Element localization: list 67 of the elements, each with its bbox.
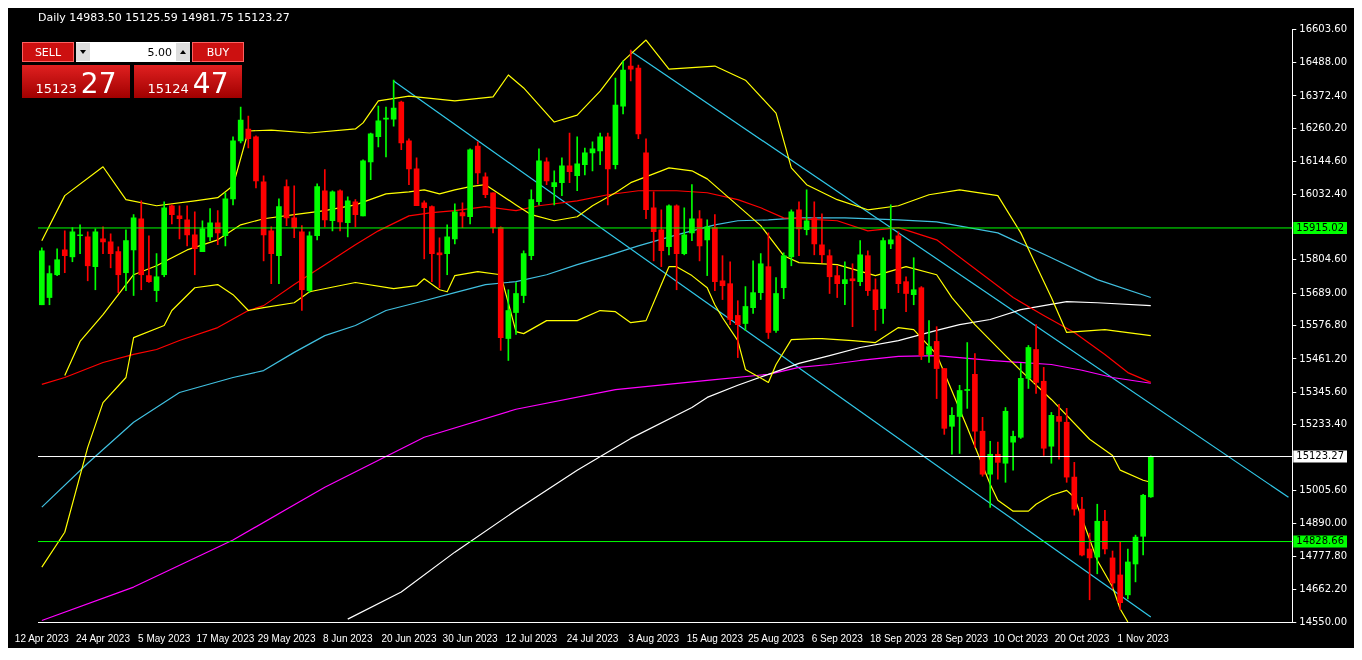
candlestick	[61, 230, 68, 274]
y-tick-label: 15689.00	[1299, 286, 1347, 298]
number-field: 5.00	[76, 42, 190, 62]
candlestick	[291, 185, 298, 239]
chart-title: Daily 14983.50 15125.59 14981.75 15123.27	[38, 11, 290, 25]
candlestick	[842, 261, 848, 306]
candlestick	[146, 235, 152, 283]
x-tick-label: 1 Nov 2023	[1117, 632, 1170, 644]
x-tick-label: 10 Oct 2023	[993, 632, 1049, 644]
x-tick-label: 30 Jun 2023	[442, 632, 499, 644]
candlestick	[191, 211, 198, 276]
y-tick-label: 16603.60	[1299, 22, 1347, 34]
y-tick-label: 16372.40	[1299, 89, 1347, 101]
candlestick	[949, 407, 955, 455]
candlestick	[421, 200, 428, 260]
y-tick-label: 16260.20	[1299, 121, 1347, 133]
annotation: 15123	[35, 81, 77, 96]
y-tick-label: 15233.40	[1299, 418, 1347, 430]
candlestick	[910, 257, 917, 306]
candlestick	[574, 136, 581, 192]
x-tick-label: 18 Sep 2023	[870, 632, 928, 644]
y-tick-label: 15576.80	[1299, 319, 1347, 331]
x-tick-label: 5 May 2023	[138, 632, 191, 644]
x-tick-label: 3 Aug 2023	[628, 632, 680, 644]
y-tick-label: 14890.00	[1299, 517, 1347, 529]
candlestick	[819, 213, 825, 263]
candlestick	[1010, 430, 1016, 471]
ref-line-label: 15915.02	[1296, 221, 1344, 233]
y-tick-label: 15461.20	[1299, 352, 1347, 364]
candlestick	[926, 320, 932, 363]
x-tick-label: 28 Sep 2023	[931, 632, 989, 644]
x-tick-label: 6 Sep 2023	[811, 632, 864, 644]
annotation: BUY	[192, 42, 244, 62]
candlestick	[1056, 404, 1062, 460]
candlestick	[734, 300, 741, 358]
annotation: 27	[80, 67, 117, 100]
annotation: 47	[192, 67, 229, 100]
candlestick	[627, 49, 634, 82]
y-tick-label: 16032.40	[1299, 187, 1347, 199]
candlestick	[995, 441, 1001, 480]
x-tick-label: 12 Apr 2023	[14, 632, 70, 644]
candlestick	[964, 342, 971, 409]
y-tick-label: 15804.60	[1299, 253, 1347, 265]
y-tick-label: 14662.20	[1299, 583, 1347, 595]
y-tick-label: 14550.00	[1299, 615, 1347, 627]
y-tick-label: 16488.00	[1299, 56, 1347, 68]
y-tick-label: 14777.80	[1299, 549, 1347, 561]
x-tick-label: 12 Jul 2023	[505, 632, 558, 644]
ref-line-label: 15123.27	[1296, 450, 1344, 462]
x-tick-label: 20 Jun 2023	[381, 632, 437, 644]
y-tick-label: 16144.60	[1299, 155, 1347, 167]
annotation: 15124	[147, 81, 189, 96]
annotation: 5.00	[146, 45, 173, 59]
y-tick-label: 15345.60	[1299, 385, 1347, 397]
annotation: SELL	[22, 42, 74, 62]
x-tick-label: 15 Aug 2023	[686, 632, 744, 644]
x-tick-label: 20 Oct 2023	[1054, 632, 1110, 644]
y-tick-label: 15005.60	[1299, 484, 1347, 496]
candlestick	[100, 226, 106, 254]
x-tick-label: 24 Apr 2023	[76, 632, 131, 644]
x-tick-label: 8 Jun 2023	[323, 632, 373, 644]
x-tick-label: 25 Aug 2023	[747, 632, 805, 644]
x-tick-label: 17 May 2023	[196, 632, 255, 644]
candlestick	[551, 170, 558, 206]
x-tick-label: 24 Jul 2023	[566, 632, 619, 644]
ref-line-label: 14828.66	[1296, 535, 1344, 547]
x-tick-label: 29 May 2023	[257, 632, 316, 644]
